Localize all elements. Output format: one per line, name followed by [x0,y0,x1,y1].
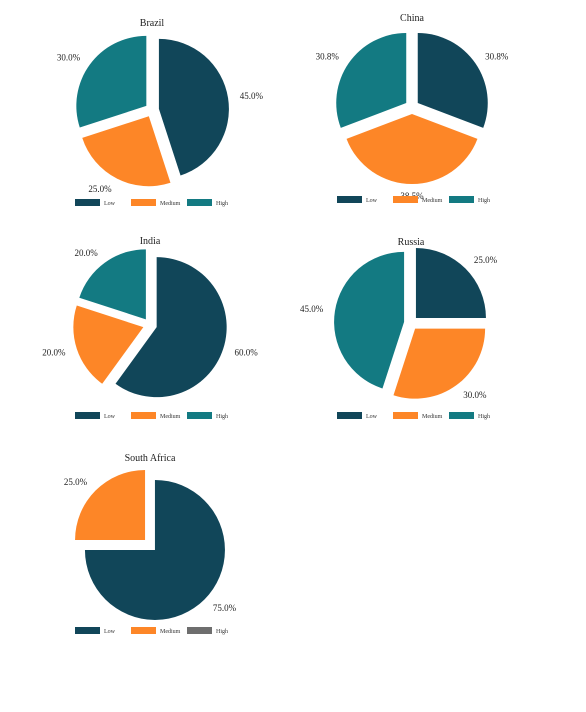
pie-panel-china: China 30.8% 38.5% 30.8% Low Medium High [316,13,509,204]
legend-swatch-high [187,199,212,206]
pie-slice-brazil-medium [82,116,171,187]
legend-swatch-low [337,412,362,419]
legend-swatch-high [187,412,212,419]
pie-label-brazil-high: 30.0% [57,53,81,63]
pie-slice-china-medium [346,114,478,185]
legend-label-high: High [216,629,228,635]
chart-title-russia: Russia [398,237,425,248]
pie-slice-china-low [417,33,488,128]
legend-swatch-medium [131,412,156,419]
legend-swatch-low [75,412,100,419]
legend-label-medium: Medium [160,201,181,207]
legend-swatch-low [75,627,100,634]
legend-swatch-high [449,412,474,419]
pie-slice-india-medium [73,305,144,384]
pie-label-brazil-medium: 25.0% [88,184,112,194]
pie-label-china-medium: 38.5% [400,191,424,201]
legend-swatch-medium [131,199,156,206]
pie-panel-south-africa: South Africa 75.0% 25.0% Low Medium High [64,453,237,635]
legend-brazil: Low Medium High [75,199,228,207]
chart-title-china: China [400,13,424,24]
pie-slice-russia-medium [393,328,486,399]
legend-label-medium: Medium [422,198,443,204]
pie-panel-india: India 60.0% 20.0% 20.0% Low Medium High [42,236,258,420]
pie-panel-brazil: Brazil 45.0% 25.0% 30.0% Low Medium High [57,18,264,207]
chart-title-brazil: Brazil [140,18,165,29]
pie-slice-russia-high [334,251,405,389]
legend-swatch-medium [393,412,418,419]
pie-label-india-medium: 20.0% [42,347,66,357]
pie-slice-south-africa-low [84,479,225,620]
legend-label-low: Low [366,414,378,420]
legend-swatch-high [187,627,212,634]
legend-label-low: Low [366,198,378,204]
pie-label-brazil-low: 45.0% [240,91,264,101]
legend-label-low: Low [104,201,116,207]
pie-panel-russia: Russia 25.0% 30.0% 45.0% Low Medium High [300,237,498,420]
legend-china: Low Medium High [337,196,490,204]
pie-slice-india-high [79,249,146,320]
legend-swatch-high [449,196,474,203]
pie-label-china-high: 30.8% [316,51,340,61]
legend-label-high: High [478,198,490,204]
pie-label-russia-low: 25.0% [474,255,498,265]
legend-label-high: High [216,201,228,207]
pie-label-russia-medium: 30.0% [463,390,487,400]
legend-label-medium: Medium [160,414,181,420]
legend-swatch-low [75,199,100,206]
pie-slice-india-low [115,257,227,398]
pie-slice-russia-low [415,248,486,319]
legend-label-high: High [478,414,490,420]
pie-label-india-high: 20.0% [74,248,98,258]
legend-swatch-medium [393,196,418,203]
legend-swatch-medium [131,627,156,634]
legend-south-africa: Low Medium High [75,627,228,635]
legend-india: Low Medium High [75,412,228,420]
legend-label-low: Low [104,629,116,635]
pie-label-india-low: 60.0% [235,347,259,357]
pie-slice-south-africa-medium [75,470,146,541]
legend-label-medium: Medium [422,414,443,420]
legend-label-low: Low [104,414,116,420]
pie-label-russia-high: 45.0% [300,304,324,314]
pie-slice-china-high [336,33,407,128]
chart-title-south-africa: South Africa [125,453,176,464]
legend-swatch-low [337,196,362,203]
chart-title-india: India [140,236,161,247]
pie-label-south-africa-medium: 25.0% [64,477,88,487]
pie-slice-brazil-high [76,35,147,128]
pie-label-south-africa-low: 75.0% [213,603,237,613]
legend-label-high: High [216,414,228,420]
pie-slice-brazil-low [158,38,229,176]
legend-russia: Low Medium High [337,412,490,420]
legend-label-medium: Medium [160,629,181,635]
pie-label-china-low: 30.8% [485,51,509,61]
